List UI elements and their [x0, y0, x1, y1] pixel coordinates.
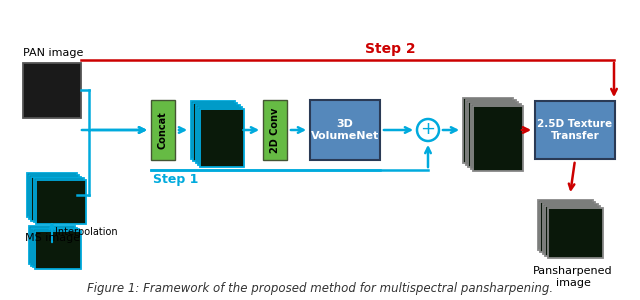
- Bar: [545, 206, 600, 256]
- Bar: [540, 202, 595, 252]
- Bar: [29, 226, 75, 264]
- Text: 2D Conv: 2D Conv: [270, 107, 280, 153]
- Bar: [200, 109, 244, 167]
- Text: Step 1: Step 1: [153, 173, 198, 186]
- Bar: [473, 106, 523, 170]
- Text: Step 2: Step 2: [365, 42, 415, 56]
- Bar: [538, 200, 593, 250]
- Text: +: +: [420, 121, 435, 139]
- Bar: [193, 103, 237, 161]
- Bar: [543, 204, 598, 254]
- Text: Figure 1: Framework of the proposed method for multispectral pansharpening.: Figure 1: Framework of the proposed meth…: [87, 282, 553, 295]
- Bar: [196, 105, 239, 163]
- Bar: [468, 101, 518, 166]
- Bar: [310, 100, 380, 160]
- Bar: [29, 175, 79, 219]
- Bar: [191, 101, 235, 159]
- Text: Pansharpened
image: Pansharpened image: [533, 266, 613, 288]
- Bar: [31, 228, 77, 266]
- Bar: [35, 231, 81, 269]
- Bar: [263, 100, 287, 160]
- Bar: [535, 101, 615, 159]
- Bar: [23, 62, 81, 118]
- Text: PAN image: PAN image: [23, 49, 83, 58]
- Bar: [198, 107, 242, 165]
- Bar: [465, 100, 515, 164]
- Bar: [547, 208, 602, 258]
- Bar: [33, 229, 79, 267]
- Text: 3D
VolumeNet: 3D VolumeNet: [311, 119, 379, 141]
- Bar: [151, 100, 175, 160]
- Bar: [27, 173, 77, 217]
- Bar: [36, 180, 86, 224]
- Text: 2.5D Texture
Transfer: 2.5D Texture Transfer: [538, 119, 612, 141]
- Text: Concat: Concat: [158, 111, 168, 149]
- Bar: [463, 98, 513, 163]
- Bar: [31, 177, 81, 220]
- Bar: [34, 178, 84, 222]
- Text: MS image: MS image: [25, 233, 80, 243]
- Bar: [470, 103, 520, 169]
- Text: Interpolation: Interpolation: [55, 227, 118, 237]
